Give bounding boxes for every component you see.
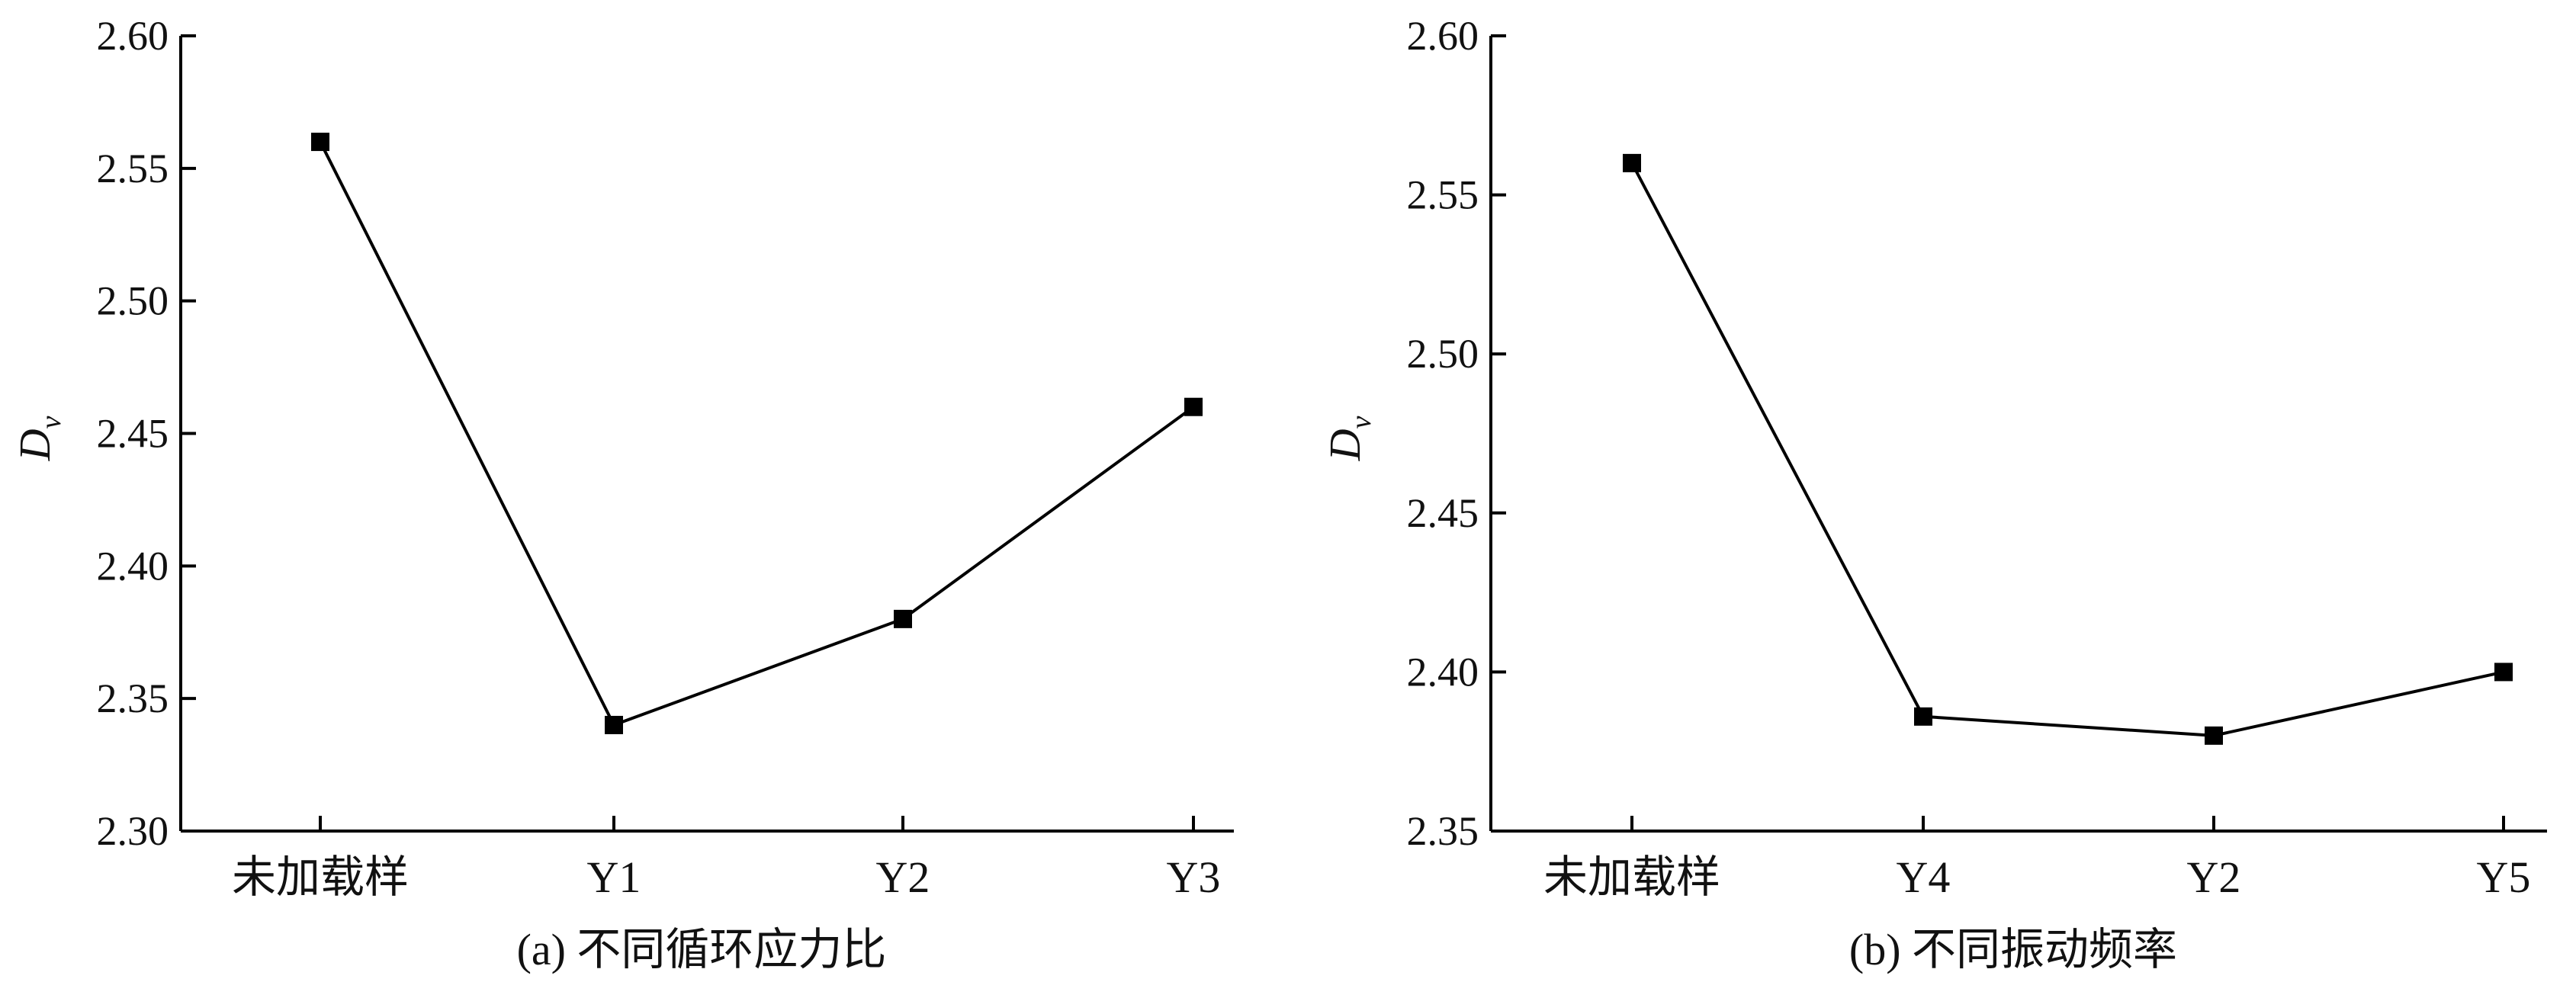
series-line [1630, 162, 2504, 737]
x-tick-label: Y5 [2477, 852, 2531, 902]
chart-panel-b: 2.35 2.40 2.45 2.50 2.55 2.60 未加载样 Y4 Y2 Y5 Dv (b) … [1320, 13, 2547, 974]
y-axis-label: Dv [10, 416, 67, 461]
y-tick-label: 2.55 [1407, 172, 1479, 218]
data-point-marker [1623, 153, 1641, 172]
y-tick-label: 2.40 [1407, 649, 1479, 695]
data-point-marker [1914, 707, 1932, 726]
y-tick-label: 2.50 [1407, 331, 1479, 377]
y-tick-label: 2.45 [1407, 490, 1479, 536]
chart-panel-a: 2.30 2.35 2.40 2.45 2.50 2.55 2.60 未加载样 Y1 Y2 Y3 Dv… [10, 13, 1234, 974]
y-axis-label-subscript: v [1345, 416, 1377, 428]
panel-caption: (b) 不同振动频率 [1849, 925, 2177, 974]
data-point-marker [894, 609, 912, 628]
y-tick-label: 2.40 [97, 543, 169, 589]
y-tick-label: 2.45 [97, 411, 169, 457]
y-axis-label: Dv [1320, 416, 1377, 461]
x-tick-label: Y4 [1897, 852, 1951, 902]
x-tick-label: Y2 [876, 852, 930, 902]
y-axis-label-subscript: v [35, 416, 67, 428]
y-tick-label: 2.35 [1407, 808, 1479, 854]
y-axis-label-main: D [10, 428, 59, 461]
y-axis-label-main: D [1320, 428, 1370, 461]
x-tick-label: Y3 [1167, 852, 1221, 902]
y-tick-label: 2.35 [97, 676, 169, 721]
y-tick-label: 2.50 [97, 278, 169, 324]
panel-caption: (a) 不同循环应力比 [517, 925, 887, 974]
series-line [319, 141, 1195, 727]
data-point-marker [311, 133, 329, 152]
x-tick-label: 未加载样 [232, 852, 409, 902]
data-point-marker [1184, 397, 1203, 416]
x-tick-label: 未加载样 [1543, 852, 1720, 902]
data-point-marker [605, 715, 623, 734]
y-tick-label: 2.55 [97, 146, 169, 191]
y-tick-label: 2.30 [97, 808, 169, 854]
y-tick-label: 2.60 [1407, 13, 1479, 59]
y-tick-label: 2.60 [97, 13, 169, 59]
data-point-marker [2494, 663, 2513, 682]
data-point-marker [2205, 726, 2223, 745]
x-tick-label: Y2 [2187, 852, 2241, 902]
x-tick-label: Y1 [587, 852, 641, 902]
